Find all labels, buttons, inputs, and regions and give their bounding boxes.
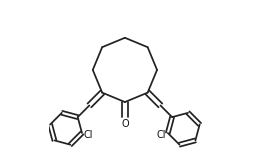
- Text: O: O: [121, 119, 129, 129]
- Text: Cl: Cl: [84, 130, 93, 140]
- Text: Cl: Cl: [156, 130, 166, 140]
